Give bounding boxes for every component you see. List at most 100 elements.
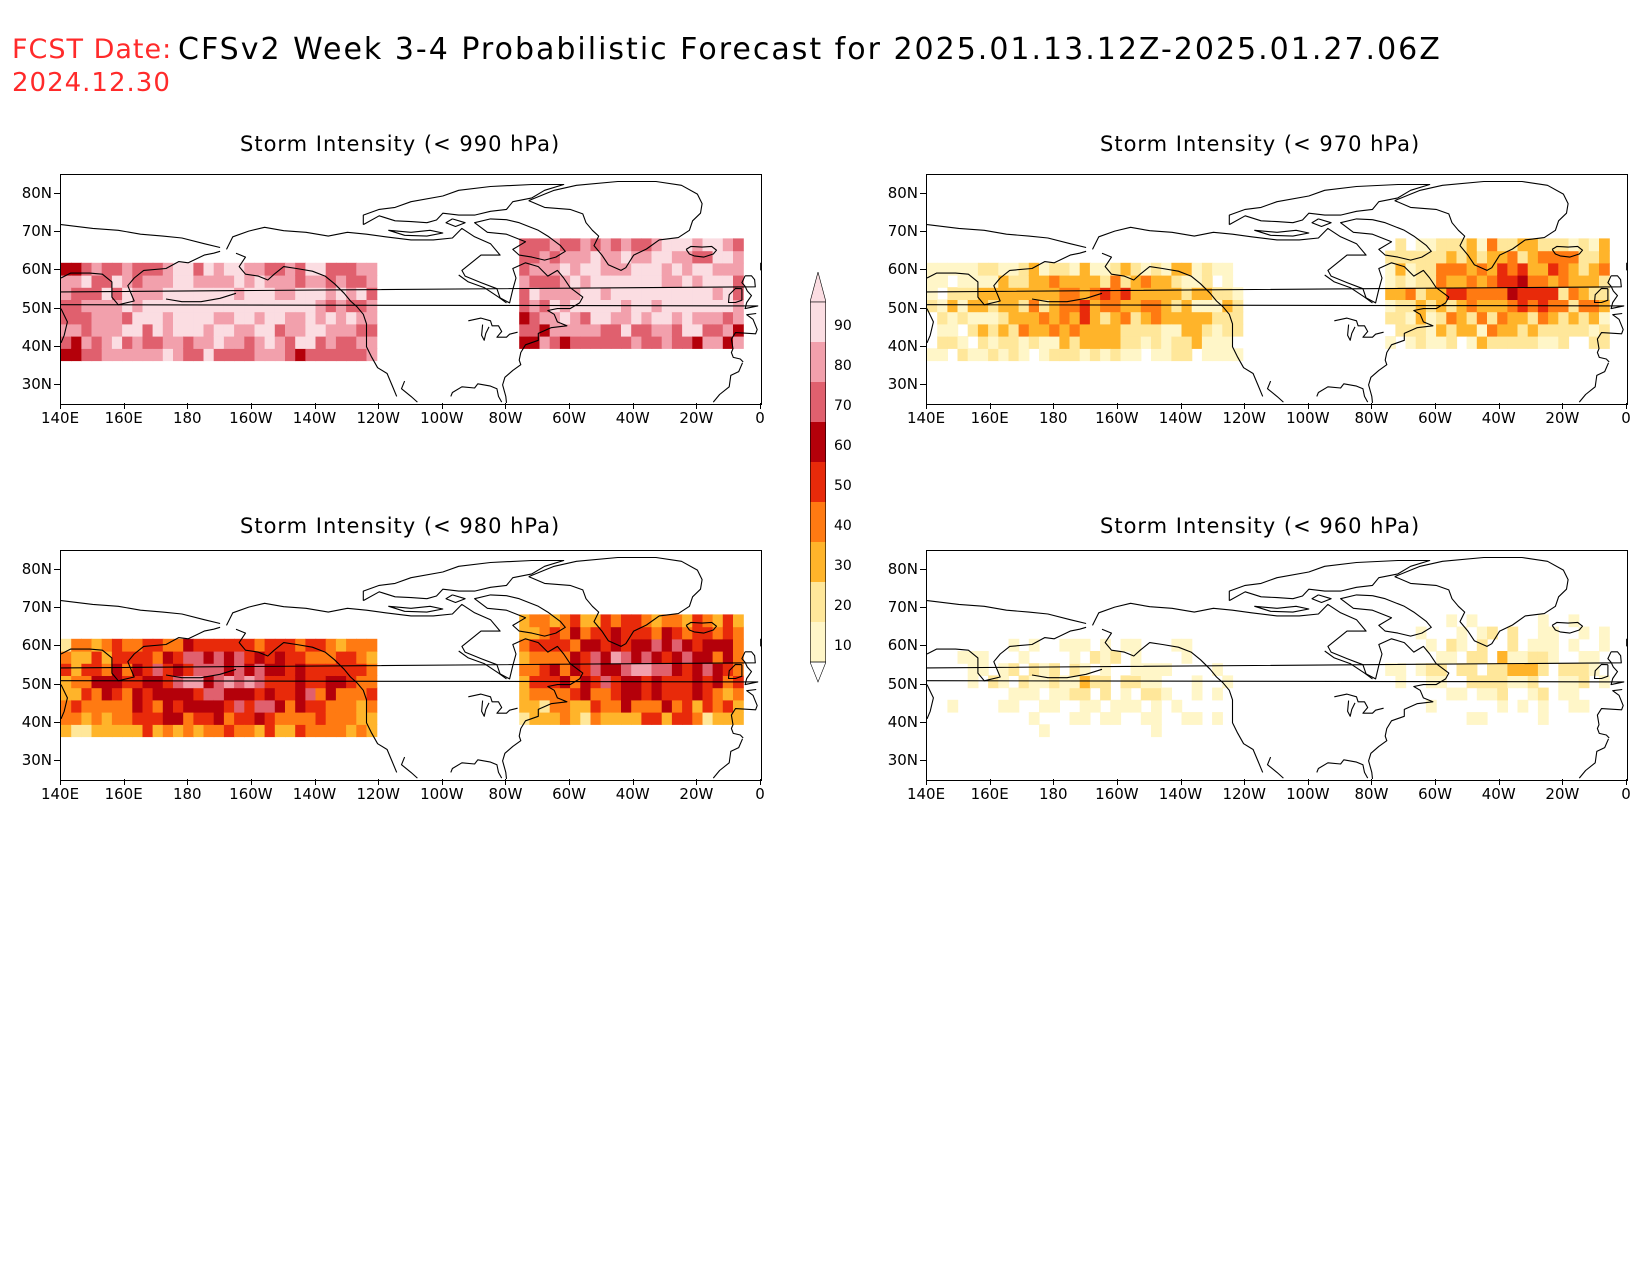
field-cell [1537, 336, 1549, 349]
field-cell [1517, 262, 1529, 276]
field-cell [610, 626, 622, 640]
field-cell [519, 311, 530, 325]
field-cell [600, 323, 612, 337]
field-cell [988, 348, 999, 362]
field-cell [61, 687, 72, 701]
field-cell [295, 299, 306, 313]
field-cell [1487, 238, 1498, 252]
field-cell [264, 262, 276, 276]
field-cell [356, 712, 368, 725]
map-svg-960 [927, 556, 1627, 779]
field-cell [1487, 262, 1498, 276]
field-cell [356, 311, 368, 325]
field-cell [631, 651, 642, 664]
field-cell [1446, 638, 1458, 652]
field-cell [529, 699, 541, 713]
field-cell [1110, 651, 1122, 664]
field-cell [1558, 250, 1570, 264]
field-cell [132, 663, 144, 676]
x-tick-label: 120W [356, 409, 400, 427]
field-cell [641, 687, 653, 701]
x-tick-mark [60, 779, 61, 785]
field-cell [234, 724, 245, 738]
x-tick-mark [989, 403, 991, 409]
field-cell [1049, 311, 1060, 325]
field-cell [366, 323, 378, 337]
x-tick-mark [926, 403, 927, 409]
field-cell [366, 348, 378, 362]
x-tick-label: 80W [1354, 409, 1389, 427]
field-cell [988, 323, 999, 337]
field-cell [661, 311, 673, 325]
y-tick-label: 50N [887, 674, 918, 693]
field-cell [91, 299, 103, 313]
field-cell [213, 724, 225, 738]
map-panel-970 [926, 174, 1628, 405]
field-cell [600, 287, 612, 300]
field-cell [254, 311, 266, 325]
field-cell [234, 651, 245, 664]
field-cell [132, 299, 144, 313]
coastline-group [927, 556, 1627, 779]
field-cell [1191, 712, 1203, 725]
field-cell [1558, 287, 1570, 300]
x-tick-label: 120W [356, 785, 400, 803]
field-cell [519, 287, 530, 300]
field-cell [529, 238, 541, 252]
field-cell [1191, 336, 1203, 349]
x-tick-label: 120W [1222, 409, 1266, 427]
field-cell [173, 336, 184, 349]
field-cell [1497, 336, 1508, 349]
field-cell [1171, 262, 1183, 276]
field-cell [1161, 323, 1172, 337]
field-cell [722, 287, 734, 300]
x-tick-label: 60W [552, 409, 587, 427]
field-cell [1018, 651, 1030, 664]
field-cell [305, 724, 317, 738]
field-cell [1089, 336, 1101, 349]
coastline-group [927, 180, 1627, 403]
coastline [61, 651, 759, 686]
x-tick-mark [314, 403, 316, 409]
field-cell [661, 250, 673, 264]
field-cell [692, 614, 704, 628]
field-cell [1100, 687, 1111, 701]
panel-title-960: Storm Intensity (< 960 hPa) [1100, 514, 1421, 538]
colorbar-segment [810, 422, 826, 462]
field-cell [234, 299, 245, 313]
field-cell [559, 287, 571, 300]
field-cell [722, 275, 734, 288]
field-cell [1089, 275, 1101, 288]
field-cell [651, 311, 663, 325]
x-tick-mark [1180, 403, 1182, 409]
field-cell [1171, 348, 1183, 362]
field-cell [722, 638, 734, 652]
field-cell [692, 287, 704, 300]
x-tick-mark [989, 779, 991, 785]
field-cell [1191, 323, 1203, 337]
field-cell [733, 287, 744, 300]
y-tick-mark [54, 231, 60, 233]
y-tick-label: 70N [887, 598, 918, 617]
field-cell [193, 687, 205, 701]
coastline [61, 684, 68, 720]
field-cell [957, 311, 969, 325]
field-cell [183, 687, 194, 701]
field-cell [1527, 638, 1539, 652]
y-tick-label: 50N [21, 674, 52, 693]
field-cell [366, 699, 378, 713]
field-cell [1018, 336, 1030, 349]
field-cell [315, 724, 327, 738]
field-cell [519, 336, 530, 349]
field-cell [610, 699, 622, 713]
x-tick-mark [926, 779, 927, 785]
x-tick-label: 40W [615, 409, 650, 427]
field-cell [1425, 323, 1437, 337]
coastline [927, 600, 1087, 625]
x-tick-label: 0 [755, 409, 765, 427]
colorbar-segment [810, 382, 826, 422]
field-cell [641, 663, 653, 676]
field-cell [203, 323, 215, 337]
page-title: CFSv2 Week 3-4 Probabilistic Forecast fo… [178, 32, 1442, 67]
field-cell [305, 287, 317, 300]
